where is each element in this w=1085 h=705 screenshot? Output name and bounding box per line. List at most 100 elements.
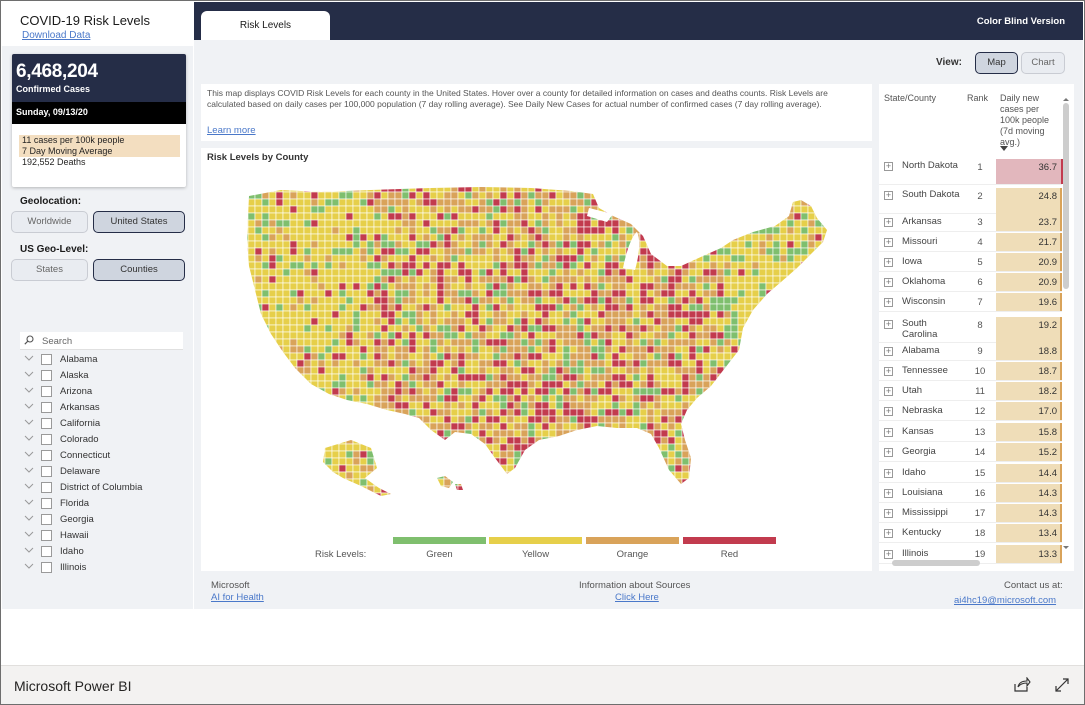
- county-cell[interactable]: [345, 205, 354, 214]
- county-cell[interactable]: [723, 212, 732, 221]
- county-cell[interactable]: [709, 247, 718, 256]
- county-cell[interactable]: [625, 296, 634, 305]
- county-cell[interactable]: [716, 289, 725, 298]
- county-cell[interactable]: [646, 436, 655, 445]
- county-cell[interactable]: [674, 436, 683, 445]
- county-cell[interactable]: [401, 296, 410, 305]
- county-cell[interactable]: [241, 394, 249, 403]
- county-cell[interactable]: [331, 261, 340, 270]
- county-cell[interactable]: [254, 387, 263, 396]
- county-cell[interactable]: [380, 282, 389, 291]
- state-slicer-item[interactable]: Colorado: [20, 432, 185, 448]
- county-cell[interactable]: [667, 492, 676, 500]
- county-cell[interactable]: [450, 275, 459, 284]
- county-cell[interactable]: [394, 219, 403, 228]
- county-cell[interactable]: [569, 212, 578, 221]
- county-cell[interactable]: [639, 185, 648, 193]
- county-cell[interactable]: [772, 408, 781, 417]
- color-blind-version-button[interactable]: Color Blind Version: [976, 16, 1065, 27]
- county-cell[interactable]: [555, 394, 564, 403]
- county-cell[interactable]: [408, 345, 417, 354]
- county-cell[interactable]: [758, 303, 767, 312]
- chevron-down-icon[interactable]: [24, 561, 34, 571]
- county-cell[interactable]: [478, 331, 487, 340]
- county-cell[interactable]: [324, 373, 333, 382]
- county-cell[interactable]: [339, 500, 346, 507]
- county-cell[interactable]: [611, 436, 620, 445]
- united-states-button[interactable]: United States: [93, 211, 185, 233]
- county-cell[interactable]: [639, 380, 648, 389]
- county-cell[interactable]: [317, 310, 326, 319]
- county-cell[interactable]: [318, 507, 325, 514]
- county-cell[interactable]: [450, 268, 459, 277]
- county-cell[interactable]: [653, 268, 662, 277]
- county-cell[interactable]: [541, 198, 550, 207]
- county-cell[interactable]: [814, 457, 823, 466]
- county-cell[interactable]: [723, 303, 732, 312]
- county-cell[interactable]: [779, 198, 788, 207]
- county-cell[interactable]: [723, 366, 732, 375]
- county-cell[interactable]: [499, 268, 508, 277]
- county-cell[interactable]: [275, 450, 284, 459]
- county-cell[interactable]: [387, 185, 396, 193]
- county-cell[interactable]: [597, 450, 606, 459]
- county-cell[interactable]: [534, 254, 543, 263]
- county-cell[interactable]: [401, 219, 410, 228]
- county-cell[interactable]: [380, 338, 389, 347]
- county-cell[interactable]: [254, 464, 263, 473]
- county-cell[interactable]: [640, 507, 647, 514]
- county-cell[interactable]: [317, 205, 326, 214]
- county-cell[interactable]: [583, 359, 592, 368]
- county-cell[interactable]: [632, 296, 641, 305]
- county-cell[interactable]: [317, 275, 326, 284]
- county-cell[interactable]: [275, 212, 284, 221]
- county-cell[interactable]: [324, 492, 333, 500]
- county-cell[interactable]: [759, 500, 766, 507]
- county-cell[interactable]: [786, 240, 795, 249]
- county-cell[interactable]: [737, 205, 746, 214]
- county-cell[interactable]: [800, 422, 809, 431]
- county-cell[interactable]: [786, 275, 795, 284]
- county-cell[interactable]: [786, 436, 795, 445]
- county-cell[interactable]: [261, 185, 270, 193]
- county-cell[interactable]: [402, 178, 409, 185]
- county-cell[interactable]: [618, 191, 627, 200]
- county-cell[interactable]: [430, 507, 437, 514]
- county-cell[interactable]: [352, 338, 361, 347]
- county-cell[interactable]: [639, 450, 648, 459]
- county-cell[interactable]: [394, 324, 403, 333]
- county-cell[interactable]: [317, 429, 326, 438]
- county-cell[interactable]: [275, 261, 284, 270]
- county-cell[interactable]: [528, 178, 535, 185]
- county-cell[interactable]: [653, 310, 662, 319]
- county-cell[interactable]: [317, 324, 326, 333]
- county-cell[interactable]: [366, 394, 375, 403]
- county-cell[interactable]: [786, 185, 795, 193]
- county-cell[interactable]: [534, 205, 543, 214]
- county-cell[interactable]: [520, 408, 529, 417]
- county-cell[interactable]: [303, 485, 312, 494]
- county-cell[interactable]: [800, 387, 809, 396]
- county-cell[interactable]: [282, 373, 291, 382]
- county-cell[interactable]: [359, 219, 368, 228]
- county-cell[interactable]: [478, 443, 487, 452]
- county-cell[interactable]: [716, 219, 725, 228]
- county-cell[interactable]: [786, 443, 795, 452]
- county-cell[interactable]: [318, 178, 325, 185]
- county-cell[interactable]: [401, 198, 410, 207]
- county-cell[interactable]: [331, 338, 340, 347]
- county-cell[interactable]: [752, 178, 759, 185]
- county-cell[interactable]: [569, 331, 578, 340]
- county-cell[interactable]: [576, 422, 585, 431]
- county-cell[interactable]: [464, 303, 473, 312]
- county-cell[interactable]: [401, 191, 410, 200]
- county-cell[interactable]: [352, 331, 361, 340]
- county-cell[interactable]: [338, 254, 347, 263]
- county-cell[interactable]: [548, 457, 557, 466]
- county-cell[interactable]: [836, 430, 841, 437]
- county-cell[interactable]: [324, 247, 333, 256]
- county-cell[interactable]: [542, 507, 549, 514]
- county-cell[interactable]: [373, 185, 382, 193]
- county-cell[interactable]: [597, 331, 606, 340]
- county-cell[interactable]: [646, 464, 655, 473]
